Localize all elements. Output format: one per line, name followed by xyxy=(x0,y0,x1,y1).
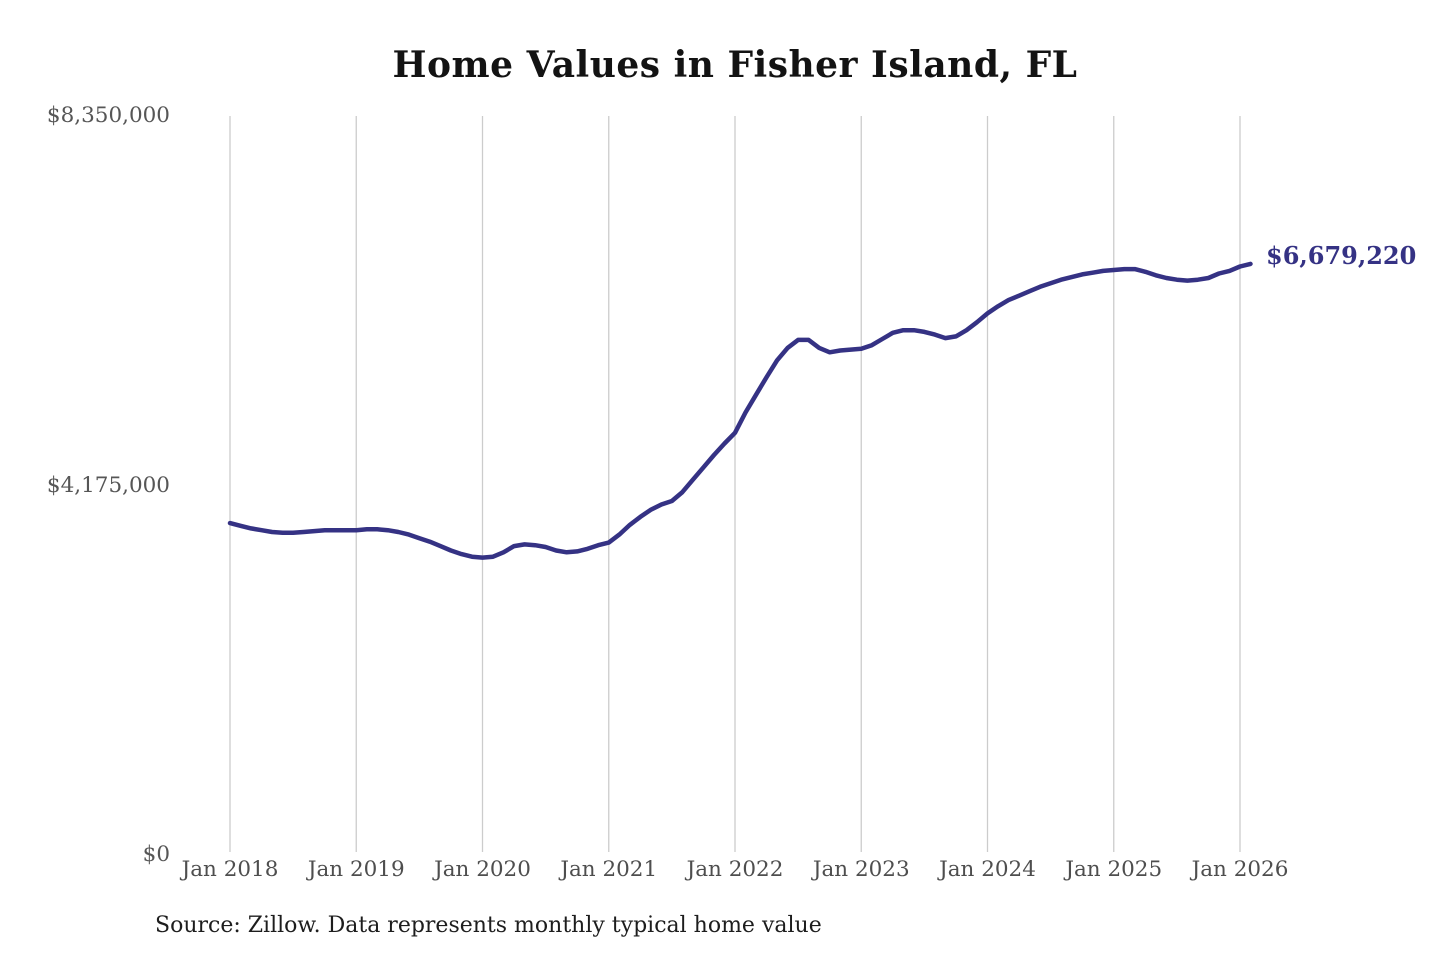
x-axis-tick-label: Jan 2023 xyxy=(812,857,910,882)
chart-title: Home Values in Fisher Island, FL xyxy=(392,44,1078,86)
y-axis-tick-label: $8,350,000 xyxy=(46,103,170,128)
x-axis-tick-label: Jan 2018 xyxy=(181,857,279,882)
x-axis-tick-label: Jan 2024 xyxy=(939,857,1036,882)
x-axis-tick-label: Jan 2022 xyxy=(686,857,784,882)
source-note: Source: Zillow. Data represents monthly … xyxy=(155,913,822,938)
latest-value-label: $6,679,220 xyxy=(1266,241,1417,270)
y-axis-tick-label: $0 xyxy=(142,842,170,867)
y-axis-tick-label: $4,175,000 xyxy=(46,472,170,498)
x-axis-tick-label: Jan 2019 xyxy=(307,857,405,882)
x-axis-tick-label: Jan 2021 xyxy=(560,857,658,882)
home-value-series-line xyxy=(227,261,1253,560)
x-axis-tick-label: Jan 2025 xyxy=(1065,857,1163,882)
x-axis-tick-label: Jan 2026 xyxy=(1191,857,1289,882)
x-axis-tick-label: Jan 2020 xyxy=(434,857,531,882)
